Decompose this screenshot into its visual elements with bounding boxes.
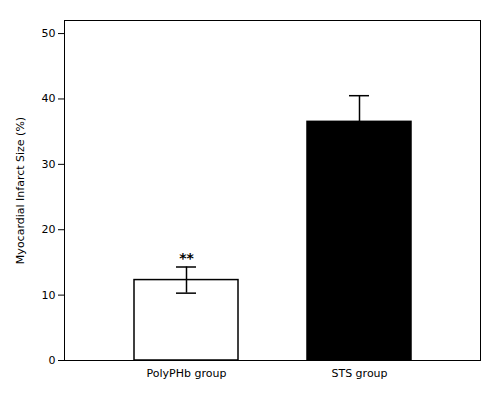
svg-text:PolyPHb group: PolyPHb group (147, 367, 227, 380)
svg-text:40: 40 (42, 92, 56, 105)
svg-text:50: 50 (42, 27, 56, 40)
svg-text:10: 10 (42, 289, 56, 302)
svg-text:30: 30 (42, 158, 56, 171)
svg-text:STS group: STS group (331, 367, 387, 380)
svg-text:**: ** (179, 250, 194, 266)
svg-text:20: 20 (42, 223, 56, 236)
svg-text:0: 0 (49, 354, 56, 367)
svg-text:Myocardial Infarct Size (%): Myocardial Infarct Size (%) (14, 117, 27, 264)
